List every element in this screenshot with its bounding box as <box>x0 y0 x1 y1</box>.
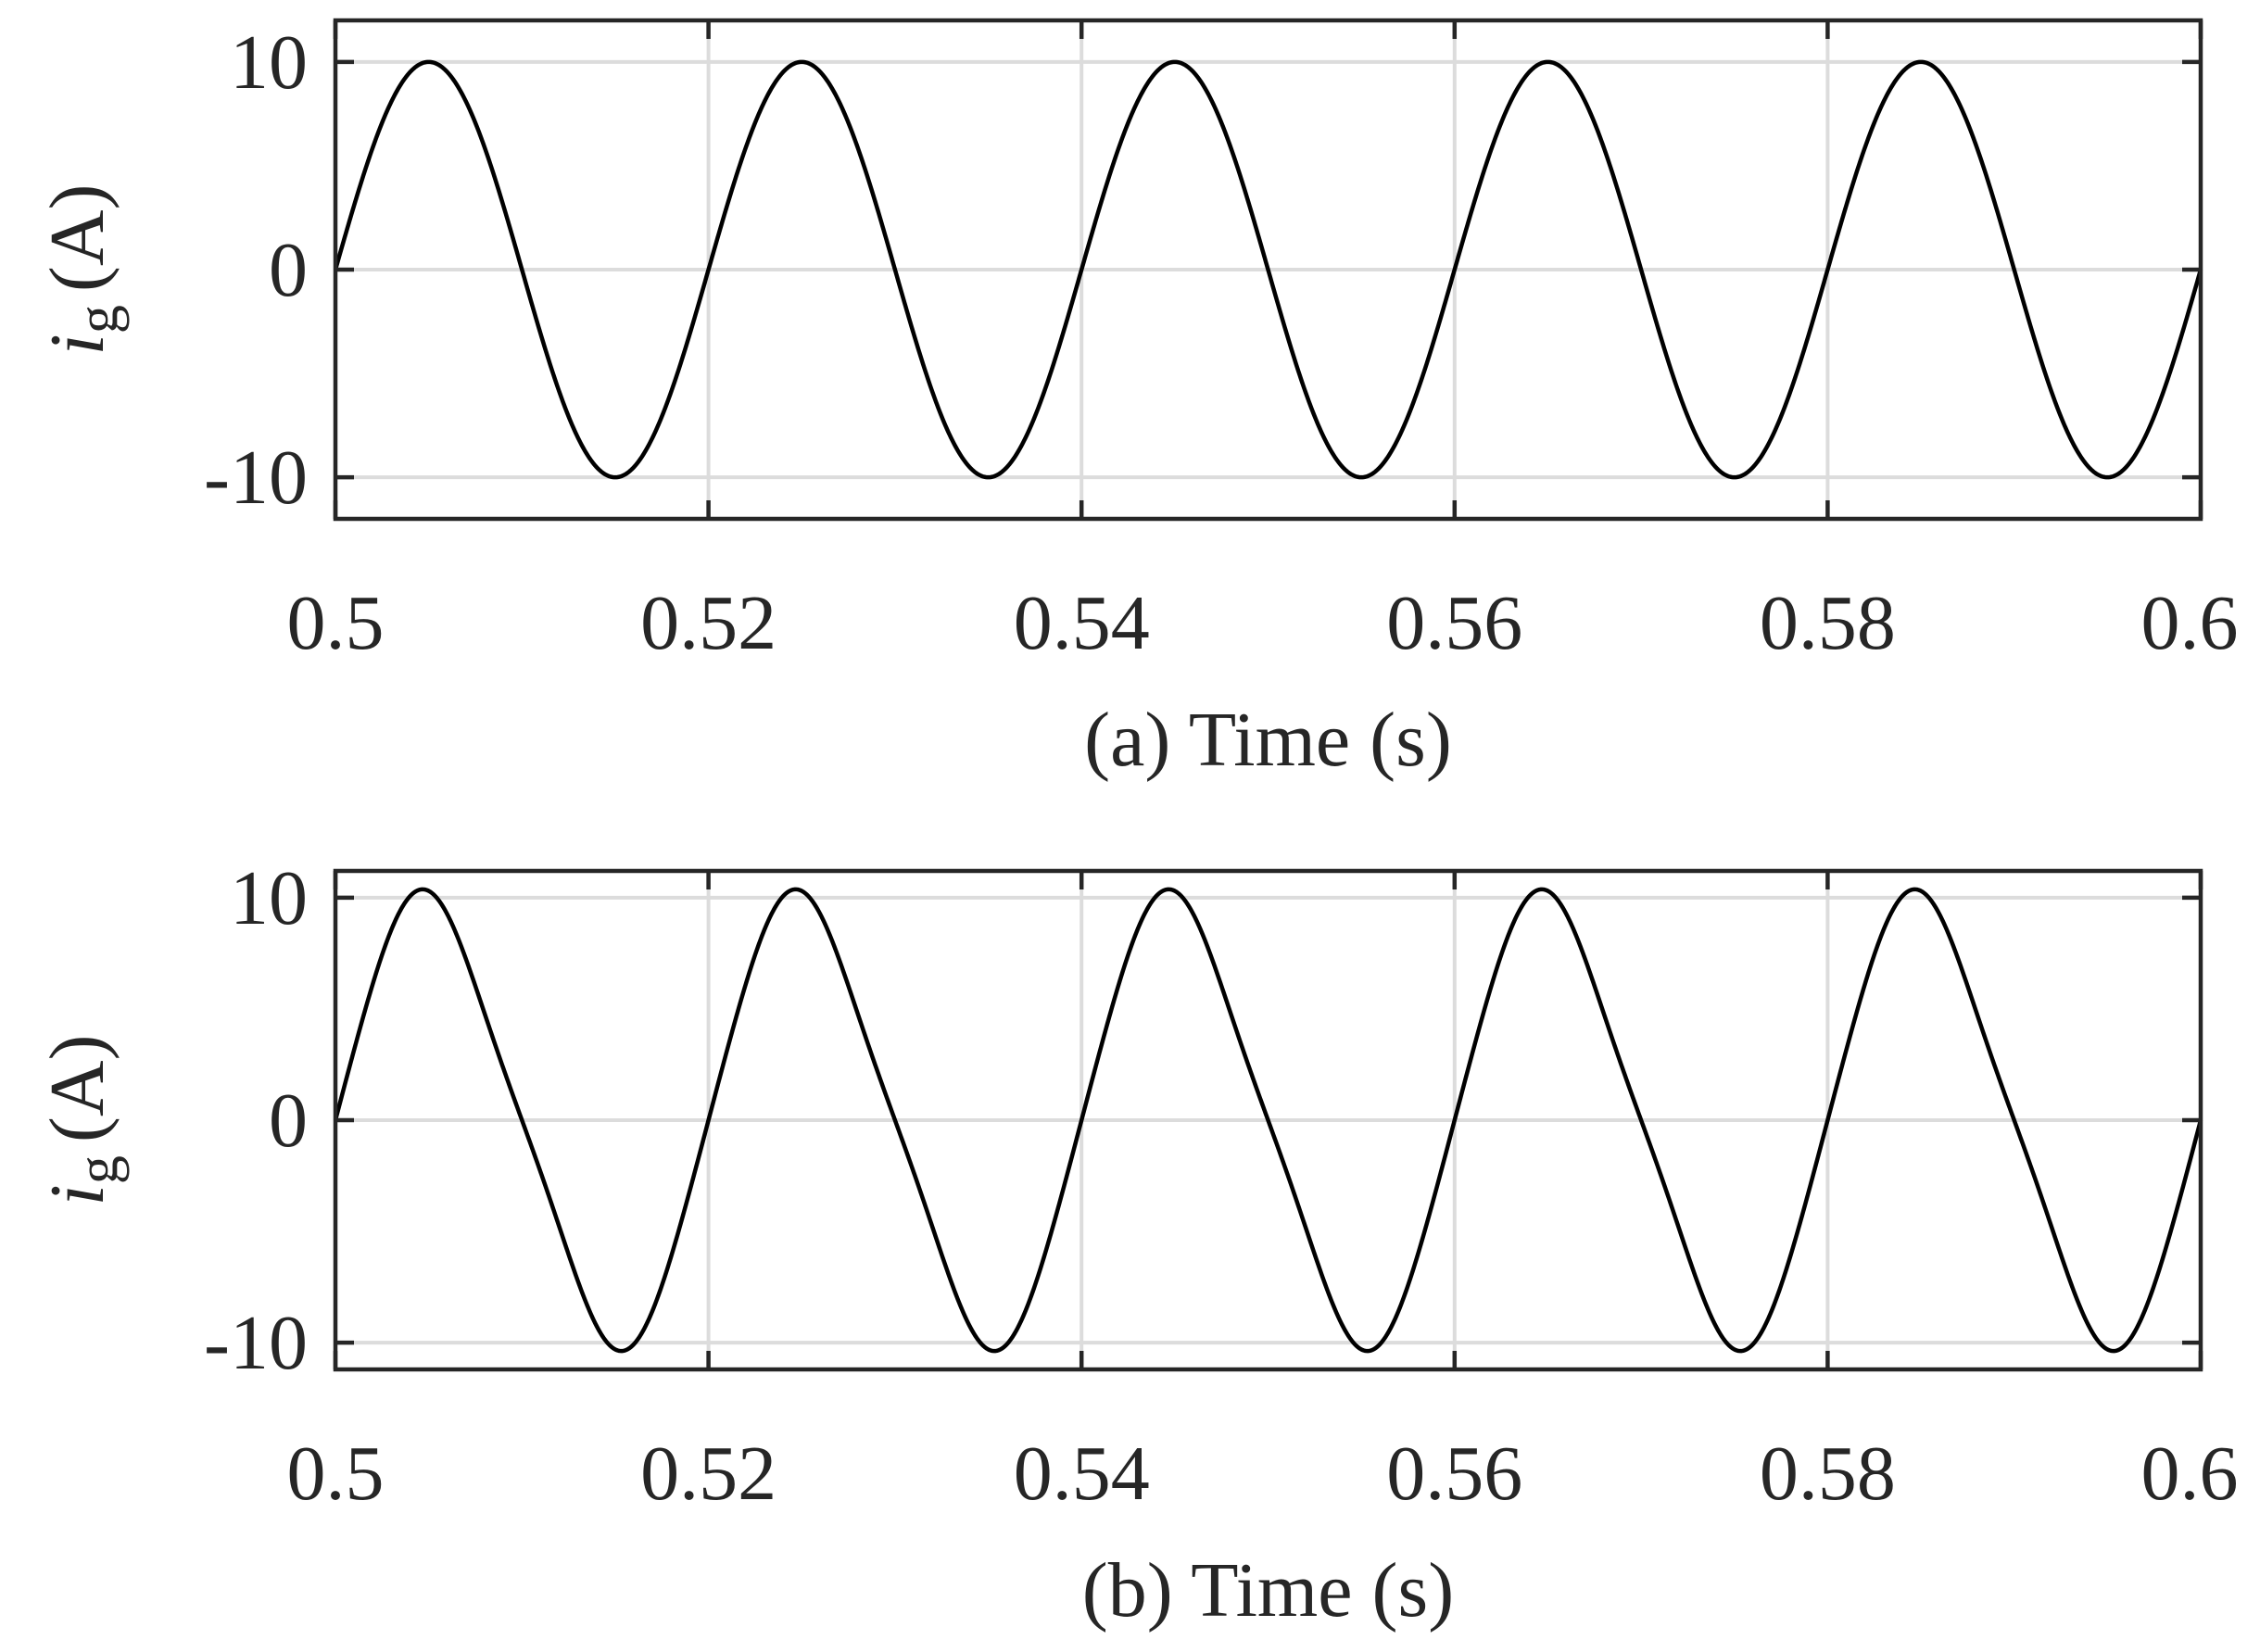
chart-panel-b: 0.5 0.52 0.54 0.56 0.58 0.6 -10 0 10 (b)… <box>34 855 2238 1633</box>
current-waveform-a <box>333 59 2203 480</box>
y-tick-label: -10 <box>204 435 308 521</box>
x-tick-label: 0.54 <box>1014 1431 1150 1517</box>
y-tick-label: 0 <box>269 227 308 313</box>
y-tick-label: 10 <box>230 19 308 106</box>
x-tick-labels: 0.5 0.52 0.54 0.56 0.58 0.6 <box>287 1431 2239 1517</box>
chart-panel-a: 0.5 0.52 0.54 0.56 0.58 0.6 -10 0 10 (a)… <box>34 18 2239 783</box>
y-tick-labels: -10 0 10 <box>204 19 308 521</box>
x-tick-label: 0.54 <box>1014 580 1150 666</box>
current-waveform-b <box>333 887 2203 1354</box>
x-tick-label: 0.6 <box>2141 580 2239 666</box>
x-tick-label: 0.58 <box>1760 580 1896 666</box>
x-tick-label: 0.5 <box>287 1431 385 1517</box>
x-tick-label: 0.52 <box>640 580 776 666</box>
x-tick-label: 0.58 <box>1760 1431 1896 1517</box>
tick-marks <box>333 871 2203 1369</box>
x-tick-label: 0.56 <box>1386 580 1522 666</box>
x-axis-label: (a) Time (s) <box>1084 697 1452 783</box>
y-tick-labels: -10 0 10 <box>204 855 308 1386</box>
x-tick-label: 0.56 <box>1386 1431 1522 1517</box>
y-tick-label: 0 <box>269 1078 308 1164</box>
y-axis-subscript: g <box>67 305 130 334</box>
y-axis-label: ig (A) <box>34 184 130 356</box>
y-axis-subscript: g <box>67 1155 130 1184</box>
x-tick-label: 0.5 <box>287 580 385 666</box>
y-tick-label: -10 <box>204 1300 308 1386</box>
y-axis-symbol: i <box>34 1184 120 1205</box>
x-tick-label: 0.6 <box>2141 1431 2239 1517</box>
y-axis-unit: (A) <box>34 1035 120 1143</box>
y-axis-label: ig (A) <box>34 1035 130 1206</box>
x-axis-label: (b) Time (s) <box>1082 1547 1454 1633</box>
x-tick-label: 0.52 <box>640 1431 776 1517</box>
y-axis-unit: (A) <box>34 184 120 293</box>
tick-marks <box>333 20 2203 519</box>
x-tick-labels: 0.5 0.52 0.54 0.56 0.58 0.6 <box>287 580 2239 666</box>
y-tick-label: 10 <box>230 855 308 941</box>
y-axis-symbol: i <box>34 334 120 355</box>
